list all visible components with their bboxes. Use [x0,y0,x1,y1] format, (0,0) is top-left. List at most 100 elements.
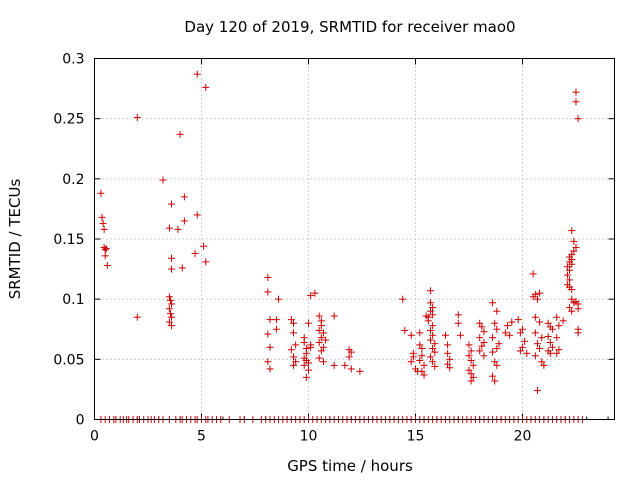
data-point [574,305,582,313]
data-point [546,349,554,357]
data-point [407,331,415,339]
data-point [555,322,563,330]
data-point [454,319,462,327]
data-point [290,361,298,369]
x-tick-label: 5 [197,429,206,445]
data-point [165,224,173,232]
data-point [264,330,272,338]
data-point [307,343,315,351]
data-point [555,346,563,354]
data-point [559,317,567,325]
data-point [478,342,486,350]
data-point [491,319,499,327]
data-point [399,295,407,303]
data-point [416,329,424,337]
data-point [529,293,537,301]
data-point [159,176,167,184]
data-point [489,372,497,380]
data-point [304,366,312,374]
data-point [98,213,106,221]
data-point [493,361,501,369]
data-point [476,347,484,355]
data-point [533,295,541,303]
data-point [568,307,576,315]
data-point [264,274,272,282]
data-point [176,130,184,138]
data-point [426,287,434,295]
data-point [469,361,477,369]
chart-title: Day 120 of 2019, SRMTID for receiver mao… [184,18,515,36]
data-point [566,276,574,284]
data-point [426,326,434,334]
data-point [311,289,319,297]
data-point [568,295,576,303]
y-tick-label: 0.3 [62,52,84,68]
axes: 0 0.05 0.1 0.15 0.2 0.25 0.3 0 5 10 15 20 [53,52,615,445]
data-point [467,370,475,378]
data-point [538,334,546,342]
data-point [504,322,512,330]
data-point [133,313,141,321]
data-point [533,387,541,395]
data-point [426,336,434,344]
data-point [533,340,541,348]
data-point [446,355,454,363]
data-point [491,377,499,385]
data-point [302,373,310,381]
y-tick-label: 0.25 [53,112,84,128]
data-point [572,88,580,96]
data-point [548,325,556,333]
data-point [165,318,173,326]
data-point [193,70,201,78]
data-point [101,246,109,254]
data-point [178,264,186,272]
data-point [166,296,174,304]
data-point [264,358,272,366]
data-point [202,258,210,266]
data-point [330,361,338,369]
data-point [426,307,434,315]
data-point [180,193,188,201]
data-point [572,243,580,251]
data-point [426,299,434,307]
data-point [521,337,529,345]
data-point [264,288,272,296]
data-point [523,349,531,357]
data-point [287,316,295,324]
x-tick-label: 15 [407,429,425,445]
data-point [465,341,473,349]
data-point [429,311,437,319]
data-point [168,322,176,330]
data-point [200,242,208,250]
data-point [536,289,544,297]
data-point [166,310,174,318]
data-point [272,325,280,333]
data-point [431,363,439,371]
data-point [168,200,176,208]
data-point [501,329,509,337]
data-point [478,323,486,331]
data-point [418,367,426,375]
data-point [476,319,484,327]
data-point [101,252,109,260]
data-point [544,332,552,340]
x-tick-label: 0 [90,429,99,445]
data-point [317,347,325,355]
data-point [514,316,522,324]
data-point [444,360,452,368]
data-point [103,261,111,269]
data-point [315,354,323,362]
data-point [467,377,475,385]
data-point [568,227,576,235]
data-point [356,367,364,375]
data-point [300,361,308,369]
data-point [319,329,327,337]
data-point [307,292,315,300]
data-point [456,331,464,339]
data-point [315,338,323,346]
y-tick-label: 0 [76,413,85,429]
data-point [168,265,176,273]
data-point [416,341,424,349]
data-point [465,366,473,374]
y-tick-label: 0.2 [62,172,84,188]
